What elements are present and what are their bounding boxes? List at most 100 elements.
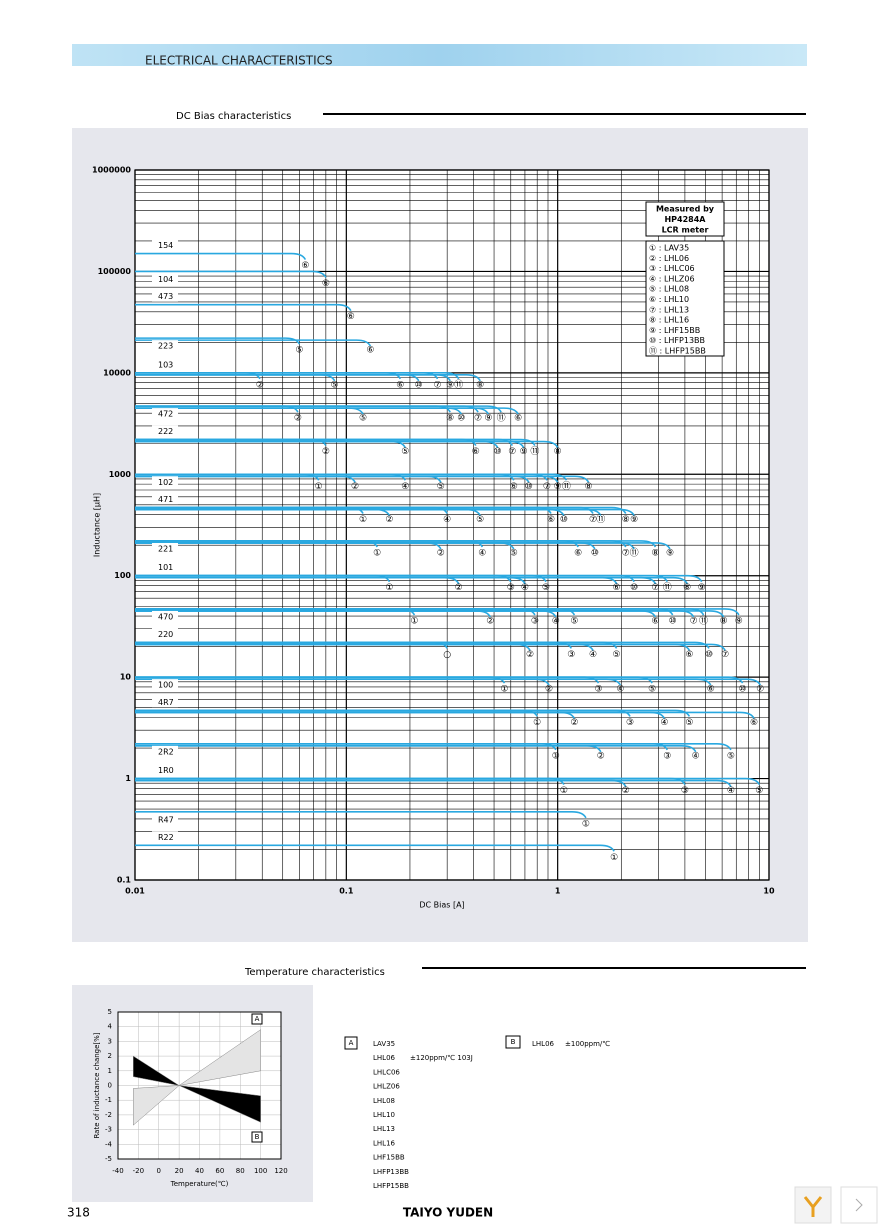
curve-marker: ⑦ — [474, 414, 482, 424]
curve-marker: ③ — [531, 616, 539, 626]
curve-marker: ② — [455, 583, 463, 593]
curve — [135, 303, 352, 312]
row-label: 471 — [158, 495, 173, 504]
curve-marker: ⑤ — [570, 616, 578, 626]
row-label-bg — [152, 358, 178, 370]
y-tick-label: -3 — [105, 1126, 112, 1134]
curve — [135, 407, 519, 415]
row-label-bg — [152, 679, 178, 691]
legend-item: LHL06 — [532, 1040, 555, 1048]
curve-marker: ⑤ — [401, 447, 409, 457]
curve-marker: ① — [610, 853, 618, 863]
curve-marker: ⑥ — [574, 548, 582, 558]
section-title: DC Bias characteristics — [176, 111, 291, 122]
curve-marker: ⑤ — [437, 482, 445, 492]
curve — [135, 811, 587, 819]
curve — [135, 475, 590, 483]
row-label-bg — [152, 290, 178, 302]
curve-marker: ⑨ — [484, 414, 492, 424]
row-label: R47 — [158, 815, 174, 824]
curve-marker: ⑥ — [750, 718, 758, 728]
curve-marker: ① — [385, 583, 393, 593]
curve-marker: ① — [560, 786, 568, 796]
row-label: 100 — [158, 681, 173, 690]
legend-entry: ⑥ : LHL10 — [649, 295, 689, 304]
curve — [135, 779, 732, 787]
curve-marker: ② — [570, 718, 578, 728]
legend-box — [645, 240, 725, 357]
curve-marker: ⑥ — [547, 515, 555, 525]
row-label: R22 — [158, 833, 174, 842]
row-label: 1R0 — [158, 766, 174, 775]
curve-marker: ⑦ — [589, 515, 597, 525]
curve — [135, 844, 615, 852]
band-key-box — [251, 1013, 263, 1025]
y-tick-label: 100000 — [98, 267, 132, 276]
plot-frame — [117, 1011, 282, 1160]
legend-key-box — [344, 1036, 358, 1050]
curve-marker: ⑩ — [630, 583, 638, 593]
legend-item: LAV35 — [373, 1040, 395, 1048]
legend-key: B — [511, 1038, 516, 1046]
row-label-bg — [152, 542, 178, 554]
curve-marker: ④ — [692, 751, 700, 761]
curve-marker: ① — [410, 616, 418, 626]
row-label: 103 — [158, 360, 173, 369]
y-tick-label: -2 — [105, 1111, 112, 1119]
curve — [135, 643, 726, 651]
x-tick-label: 0 — [157, 1167, 161, 1175]
curve — [135, 709, 691, 717]
plot-frame — [134, 169, 770, 881]
x-tick-label: 60 — [215, 1167, 224, 1175]
row-label: 101 — [158, 563, 173, 572]
curve-marker: ⑤ — [542, 583, 550, 593]
y-tick-label: 100 — [114, 571, 131, 580]
x-tick-label: 20 — [175, 1167, 184, 1175]
curve-marker: ④ — [727, 786, 735, 796]
curve — [135, 506, 627, 514]
curve — [135, 777, 761, 785]
curve-marker: ⑪ — [596, 514, 605, 525]
curve — [135, 440, 559, 448]
curve-marker: ⑥ — [396, 380, 404, 390]
row-label: 102 — [158, 478, 173, 487]
legend-entry: ⑦ : LHL13 — [649, 305, 689, 314]
curve-marker: ⑥ — [322, 279, 330, 289]
curve — [135, 339, 372, 347]
row-label-bg — [152, 561, 178, 573]
legend-item: LHL13 — [373, 1125, 395, 1133]
row-label: 104 — [158, 275, 173, 284]
curve — [135, 711, 755, 719]
curve-marker: ⑧ — [720, 616, 728, 626]
curve-marker: ④ — [616, 685, 624, 695]
curve-marker: ② — [597, 751, 605, 761]
curve-marker: ⑧ — [651, 548, 659, 558]
curve-marker: ⑨ — [698, 583, 706, 593]
x-tick-label: 40 — [195, 1167, 204, 1175]
row-label-bg — [152, 745, 178, 757]
curve-marker: ⑤ — [727, 751, 735, 761]
curve-marker: ④ — [660, 718, 668, 728]
curve-marker: ⑥ — [366, 346, 374, 356]
legend-item: LHL06 — [373, 1054, 396, 1062]
y-tick-label: 1000000 — [92, 166, 131, 175]
legend-entry: ③ : LHLC06 — [649, 264, 695, 273]
curve-marker: ⑩ — [705, 650, 713, 660]
row-label: 4R7 — [158, 698, 174, 707]
curve-marker: ⑥ — [514, 414, 522, 424]
curve-marker: ⑨ — [630, 515, 638, 525]
y-tick-label: 0 — [108, 1082, 112, 1090]
row-label: 223 — [158, 342, 173, 351]
curve-marker: ⑧ — [446, 414, 454, 424]
curve-marker: ⑪ — [630, 547, 639, 558]
y-tick-label: 4 — [108, 1023, 113, 1031]
curve-marker: ⑩ — [415, 380, 423, 390]
curve-marker: ⑪ — [562, 481, 571, 492]
legend-entry: ⑨ : LHF15BB — [649, 326, 700, 335]
header-title: ELECTRICAL CHARACTERISTICS — [145, 54, 333, 68]
curve-marker: ⑪ — [454, 379, 463, 390]
legend-item: LHL16 — [373, 1139, 396, 1147]
band-key: B — [255, 1133, 260, 1141]
next-button[interactable] — [840, 1186, 878, 1224]
